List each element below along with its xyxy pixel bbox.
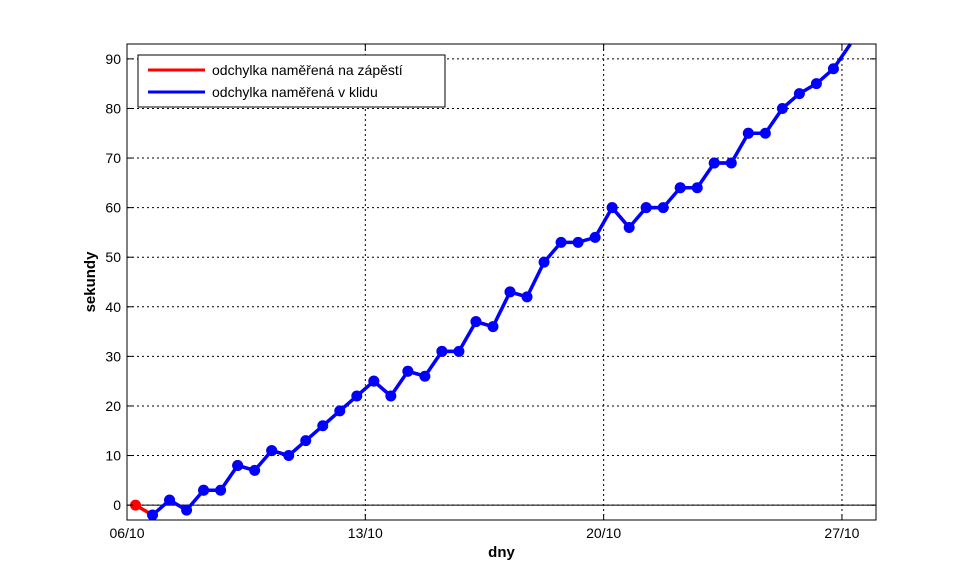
- data-point: [266, 445, 278, 457]
- data-point: [317, 420, 329, 432]
- x-axis-label: dny: [488, 544, 515, 561]
- data-point: [589, 231, 601, 243]
- data-point: [504, 286, 516, 298]
- plot-area: [127, 44, 876, 520]
- data-point: [827, 63, 839, 75]
- y-tick-label: 40: [105, 299, 121, 315]
- x-tick-label: 13/10: [348, 525, 383, 541]
- data-point: [283, 450, 295, 462]
- x-tick-label: 20/10: [586, 525, 621, 541]
- data-point: [470, 316, 482, 328]
- data-point: [130, 499, 142, 511]
- y-tick-label: 70: [105, 150, 121, 166]
- data-point: [487, 321, 499, 333]
- data-point: [606, 202, 618, 214]
- data-point: [232, 459, 244, 471]
- y-tick-label: 60: [105, 200, 121, 216]
- data-point: [572, 236, 584, 248]
- data-point: [657, 202, 669, 214]
- data-point: [385, 390, 397, 402]
- series-rest: [147, 43, 852, 521]
- y-tick-label: 80: [105, 100, 121, 116]
- y-tick-label: 0: [113, 497, 121, 513]
- data-point: [759, 127, 771, 139]
- data-point: [198, 484, 210, 496]
- data-point: [810, 78, 822, 90]
- data-point: [793, 88, 805, 100]
- y-tick-label: 10: [105, 448, 121, 464]
- data-point: [538, 256, 550, 268]
- x-tick-label: 06/10: [109, 525, 144, 541]
- data-point: [215, 484, 227, 496]
- data-point: [521, 291, 533, 303]
- y-tick-label: 20: [105, 398, 121, 414]
- data-point: [436, 345, 448, 357]
- data-point: [453, 345, 465, 357]
- data-point: [300, 435, 312, 447]
- legend-label-wrist: odchylka naměřená na zápěstí: [212, 62, 403, 78]
- legend-label-rest: odchylka naměřená v klidu: [212, 84, 378, 100]
- data-point: [555, 236, 567, 248]
- data-point: [623, 221, 635, 233]
- legend: odchylka naměřená na zápěstí odchylka na…: [137, 54, 446, 108]
- data-point: [725, 157, 737, 169]
- data-point: [147, 509, 159, 521]
- data-point: [691, 182, 703, 194]
- data-point: [368, 375, 380, 387]
- y-axis-label: sekundy: [82, 251, 99, 313]
- plot-frame: [126, 43, 877, 521]
- y-tick-label: 50: [105, 249, 121, 265]
- series-layer: [130, 43, 852, 521]
- data-point: [164, 494, 176, 506]
- y-tick-label: 90: [105, 51, 121, 67]
- data-point: [351, 390, 363, 402]
- axis-ticks: 06/10 13/10 20/10 27/10 0 10 20 30 40 50 60 70 80 90: [105, 44, 876, 541]
- data-point: [402, 365, 414, 377]
- data-point: [334, 405, 346, 417]
- data-point: [640, 202, 652, 214]
- data-point: [742, 127, 754, 139]
- data-point: [419, 370, 431, 382]
- data-point: [776, 102, 788, 114]
- data-point: [249, 464, 261, 476]
- y-tick-label: 30: [105, 348, 121, 364]
- data-point: [674, 182, 686, 194]
- x-tick-label: 27/10: [824, 525, 859, 541]
- data-point: [181, 504, 193, 516]
- legend-box: [137, 54, 446, 108]
- data-point: [708, 157, 720, 169]
